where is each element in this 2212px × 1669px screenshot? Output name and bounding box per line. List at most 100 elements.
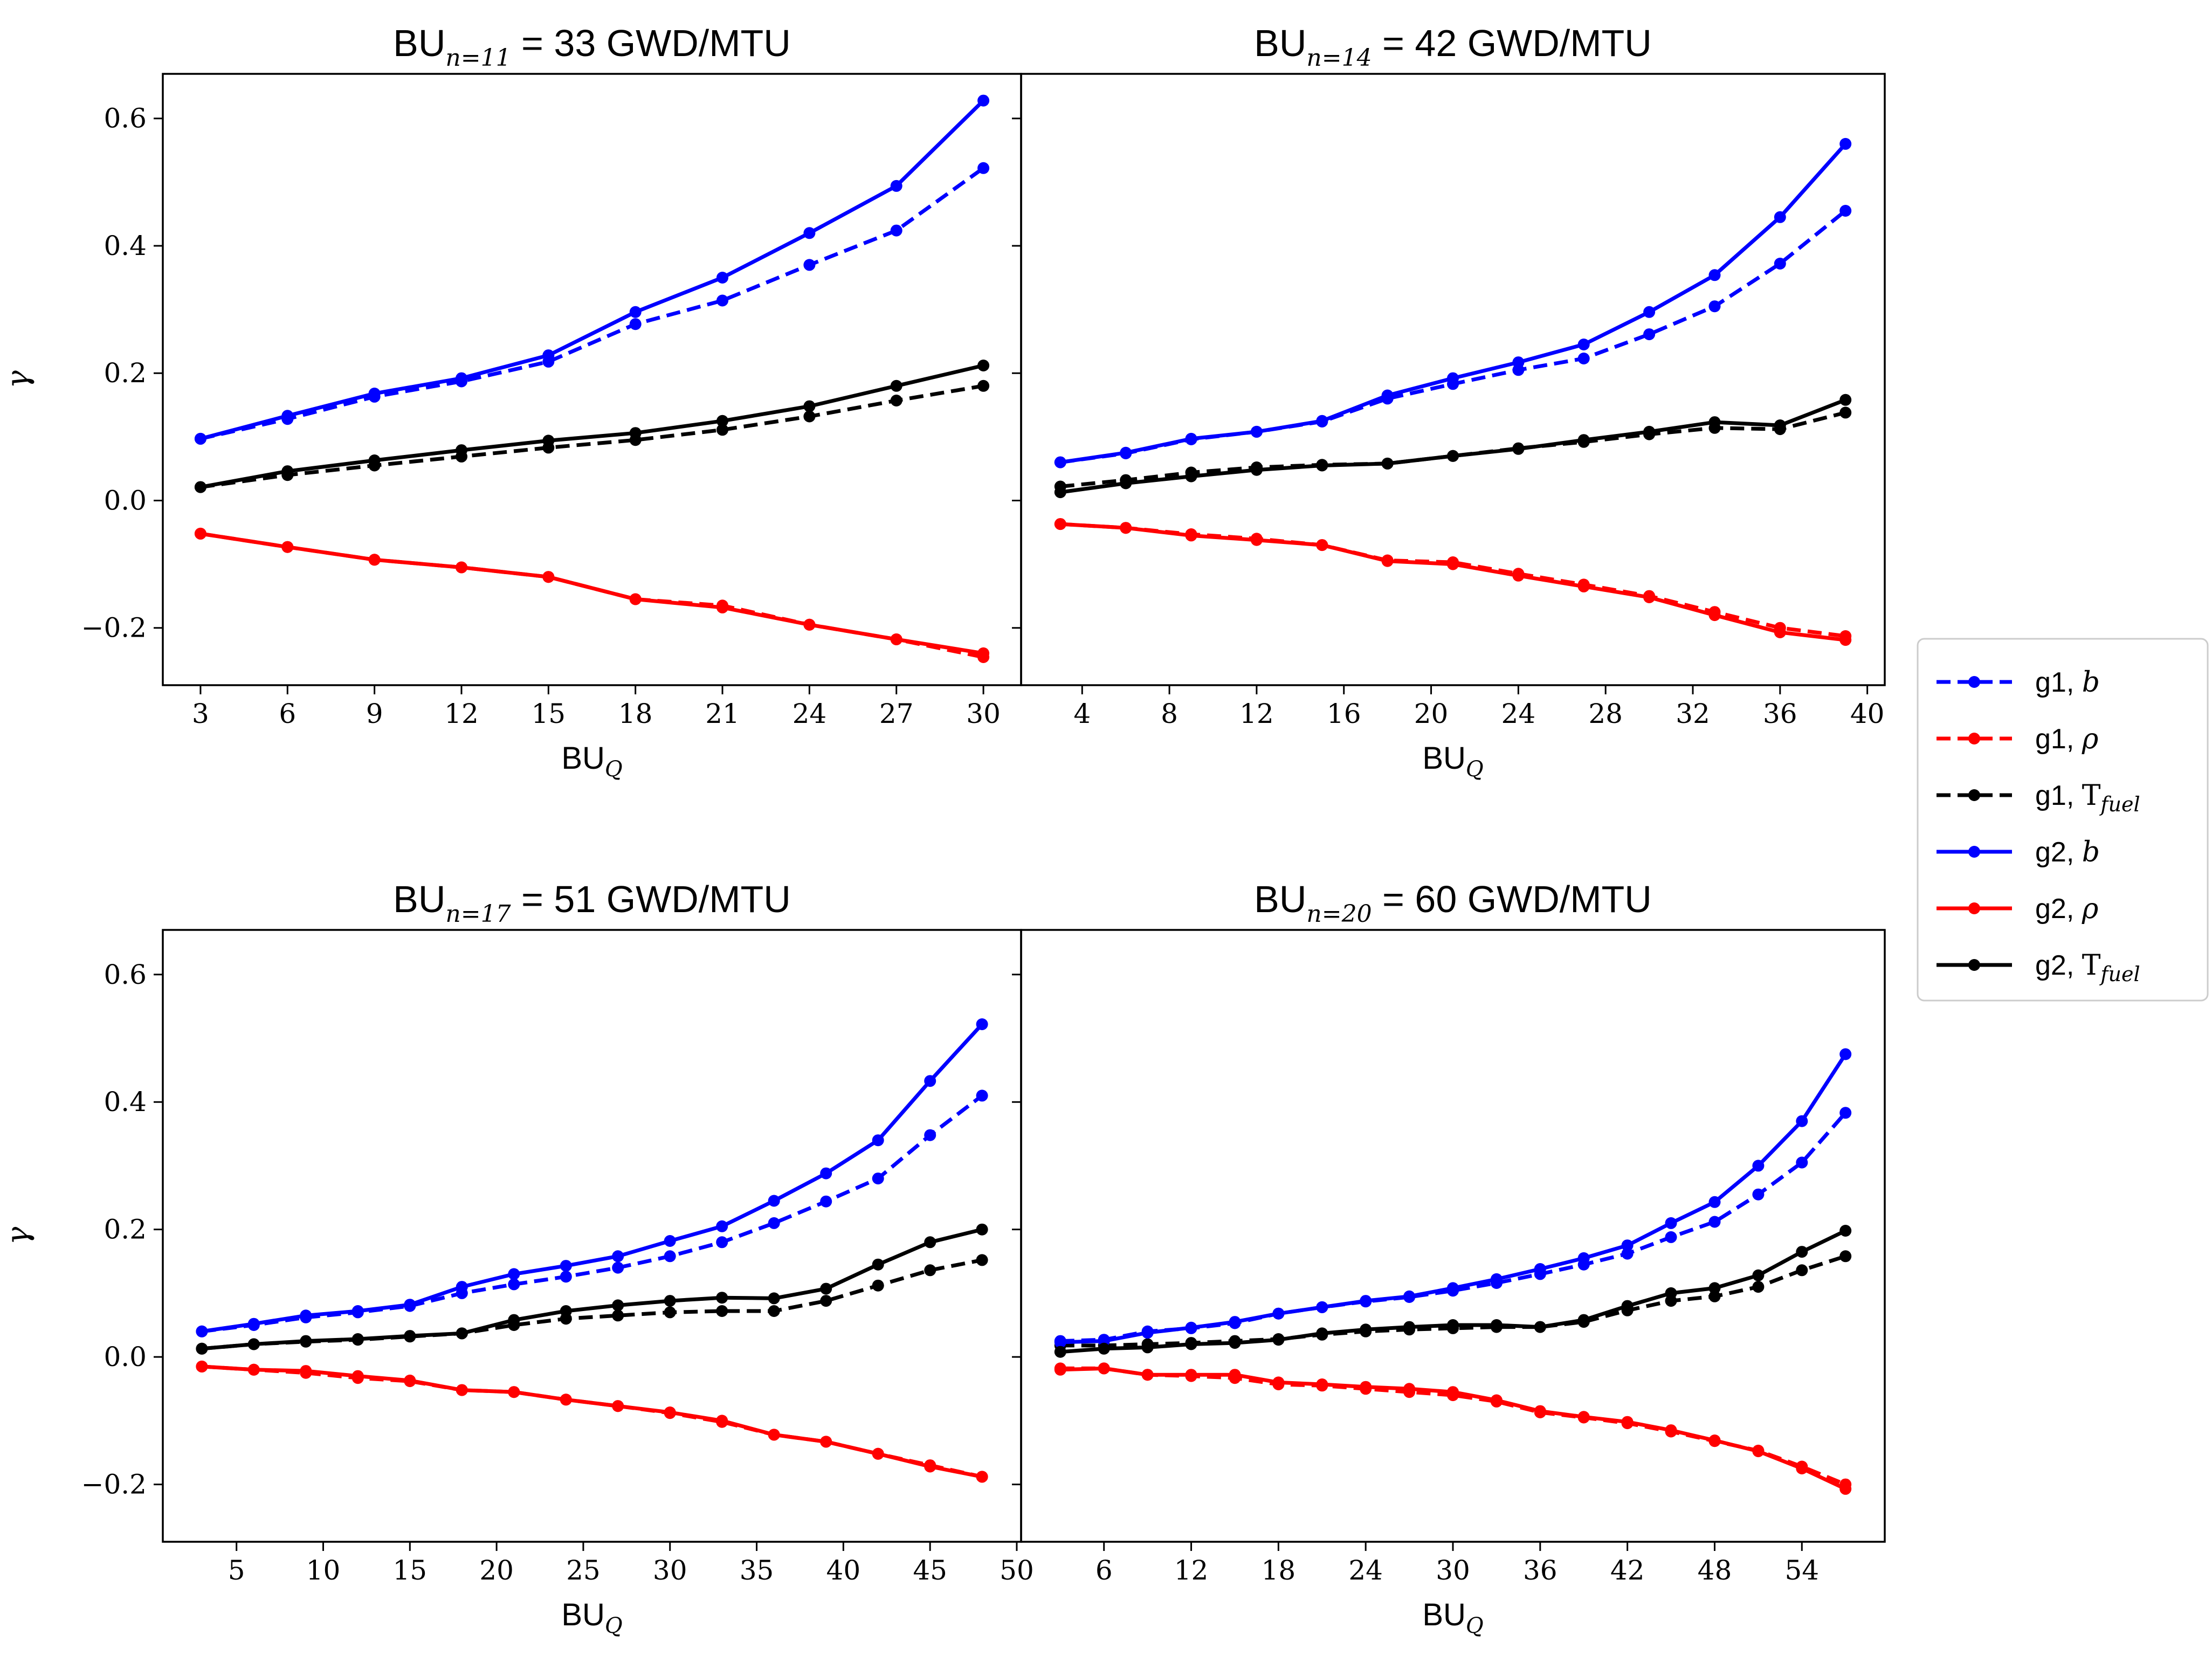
data-point	[1708, 300, 1721, 313]
data-point	[1534, 1263, 1546, 1275]
data-point	[508, 1278, 520, 1291]
data-point	[456, 561, 467, 574]
x-tick-label: 54	[1784, 1555, 1819, 1586]
x-tick-label: 42	[1610, 1555, 1645, 1586]
data-point	[1316, 415, 1328, 427]
data-point	[1708, 1282, 1721, 1294]
x-tick-label: 4	[1073, 698, 1091, 729]
data-point	[1316, 459, 1328, 472]
data-point	[1272, 1376, 1285, 1389]
data-point	[404, 1299, 416, 1311]
x-tick-label: 30	[653, 1555, 687, 1586]
data-point	[1360, 1295, 1372, 1307]
data-point	[1752, 1445, 1765, 1458]
y-axis-label: γ	[1, 1226, 36, 1245]
x-tick-label: 3	[192, 698, 209, 729]
data-point	[456, 1384, 468, 1396]
data-point	[1839, 205, 1852, 217]
data-point	[976, 1018, 988, 1030]
data-point	[368, 454, 381, 466]
data-point	[924, 1264, 936, 1277]
plot-frame	[162, 73, 1022, 686]
data-point	[1796, 1156, 1808, 1169]
data-point	[1098, 1342, 1110, 1355]
data-point	[1185, 432, 1197, 445]
data-point	[768, 1305, 780, 1317]
y-tick-label: 0.2	[104, 357, 147, 389]
data-point	[664, 1306, 676, 1319]
chart-title: BUn=11 = 33 GWD/MTU	[393, 22, 791, 72]
x-axis-label: BUQ	[1422, 1597, 1483, 1638]
data-point	[820, 1282, 832, 1295]
data-point	[456, 444, 467, 457]
x-tick-label: 9	[366, 698, 383, 729]
legend-item: g2, Tfuel	[1937, 949, 2140, 986]
x-tick-label: 6	[1095, 1555, 1113, 1586]
data-point	[1621, 1247, 1634, 1260]
data-point	[803, 618, 816, 631]
data-point	[1796, 1463, 1808, 1474]
data-point	[1054, 518, 1066, 530]
data-point	[1839, 1482, 1852, 1495]
data-point	[1141, 1341, 1154, 1354]
data-point	[768, 1195, 780, 1207]
x-tick-label: 15	[392, 1555, 427, 1586]
data-point	[1229, 1369, 1241, 1381]
x-tick-label: 28	[1588, 698, 1623, 729]
data-point	[629, 427, 642, 439]
x-tick-label: 10	[306, 1555, 341, 1586]
data-point	[1621, 1239, 1634, 1252]
data-point	[1839, 1048, 1852, 1060]
series-line-g2-b-solid	[1060, 142, 1847, 465]
series-line-g1-b-dashed	[201, 1094, 983, 1334]
data-point	[456, 1281, 468, 1293]
x-tick-label: 45	[913, 1555, 947, 1586]
legend-label: g1, ρ	[2035, 723, 2099, 755]
data-point	[560, 1305, 572, 1317]
data-point	[664, 1235, 676, 1247]
data-point	[1643, 591, 1656, 603]
x-tick-label: 6	[279, 698, 296, 729]
legend-label: g1, b	[2035, 666, 2100, 699]
data-point	[1752, 1269, 1765, 1281]
data-point	[820, 1436, 832, 1448]
chart-panel-1: 3 6 9 12 15 18 21 24 27 30 −0.2 0.0 0.2 0.4 0.6 BUn=11 …	[1, 22, 1022, 782]
data-point	[1185, 1338, 1197, 1350]
data-point	[1447, 372, 1459, 384]
x-tick-label: 35	[740, 1555, 774, 1586]
data-point	[1839, 137, 1852, 150]
legend-marker	[1968, 789, 1980, 801]
data-point	[542, 571, 555, 583]
data-point	[1054, 456, 1066, 468]
data-point	[196, 1325, 208, 1337]
series-line-g2--solid	[202, 1364, 983, 1479]
data-point	[976, 1223, 988, 1236]
series-group	[1054, 137, 1852, 646]
data-point	[508, 1314, 520, 1326]
data-point	[1316, 1301, 1328, 1313]
legend-item: g1, ρ	[1937, 723, 2099, 755]
data-point	[508, 1386, 520, 1398]
data-point	[1708, 609, 1721, 622]
series-line-g2-b-solid	[201, 1023, 984, 1334]
data-point	[820, 1295, 832, 1307]
data-point	[1839, 406, 1852, 419]
data-point	[196, 1342, 208, 1355]
data-point	[352, 1333, 364, 1345]
series-line-g2--solid	[200, 532, 984, 656]
y-tick-label: −0.2	[81, 1469, 147, 1500]
legend-marker	[1968, 676, 1980, 688]
series-group	[196, 1018, 988, 1483]
data-point	[890, 395, 902, 406]
data-point	[1621, 1300, 1634, 1312]
x-axis-label: BUQ	[561, 1597, 622, 1638]
data-point	[1534, 1405, 1546, 1417]
data-point	[664, 1295, 676, 1307]
series-line-g2--solid	[1060, 522, 1846, 642]
data-point	[1708, 1290, 1721, 1302]
data-point	[1185, 529, 1197, 542]
data-point	[1512, 443, 1525, 455]
data-point	[1054, 486, 1066, 499]
data-point	[716, 601, 728, 613]
